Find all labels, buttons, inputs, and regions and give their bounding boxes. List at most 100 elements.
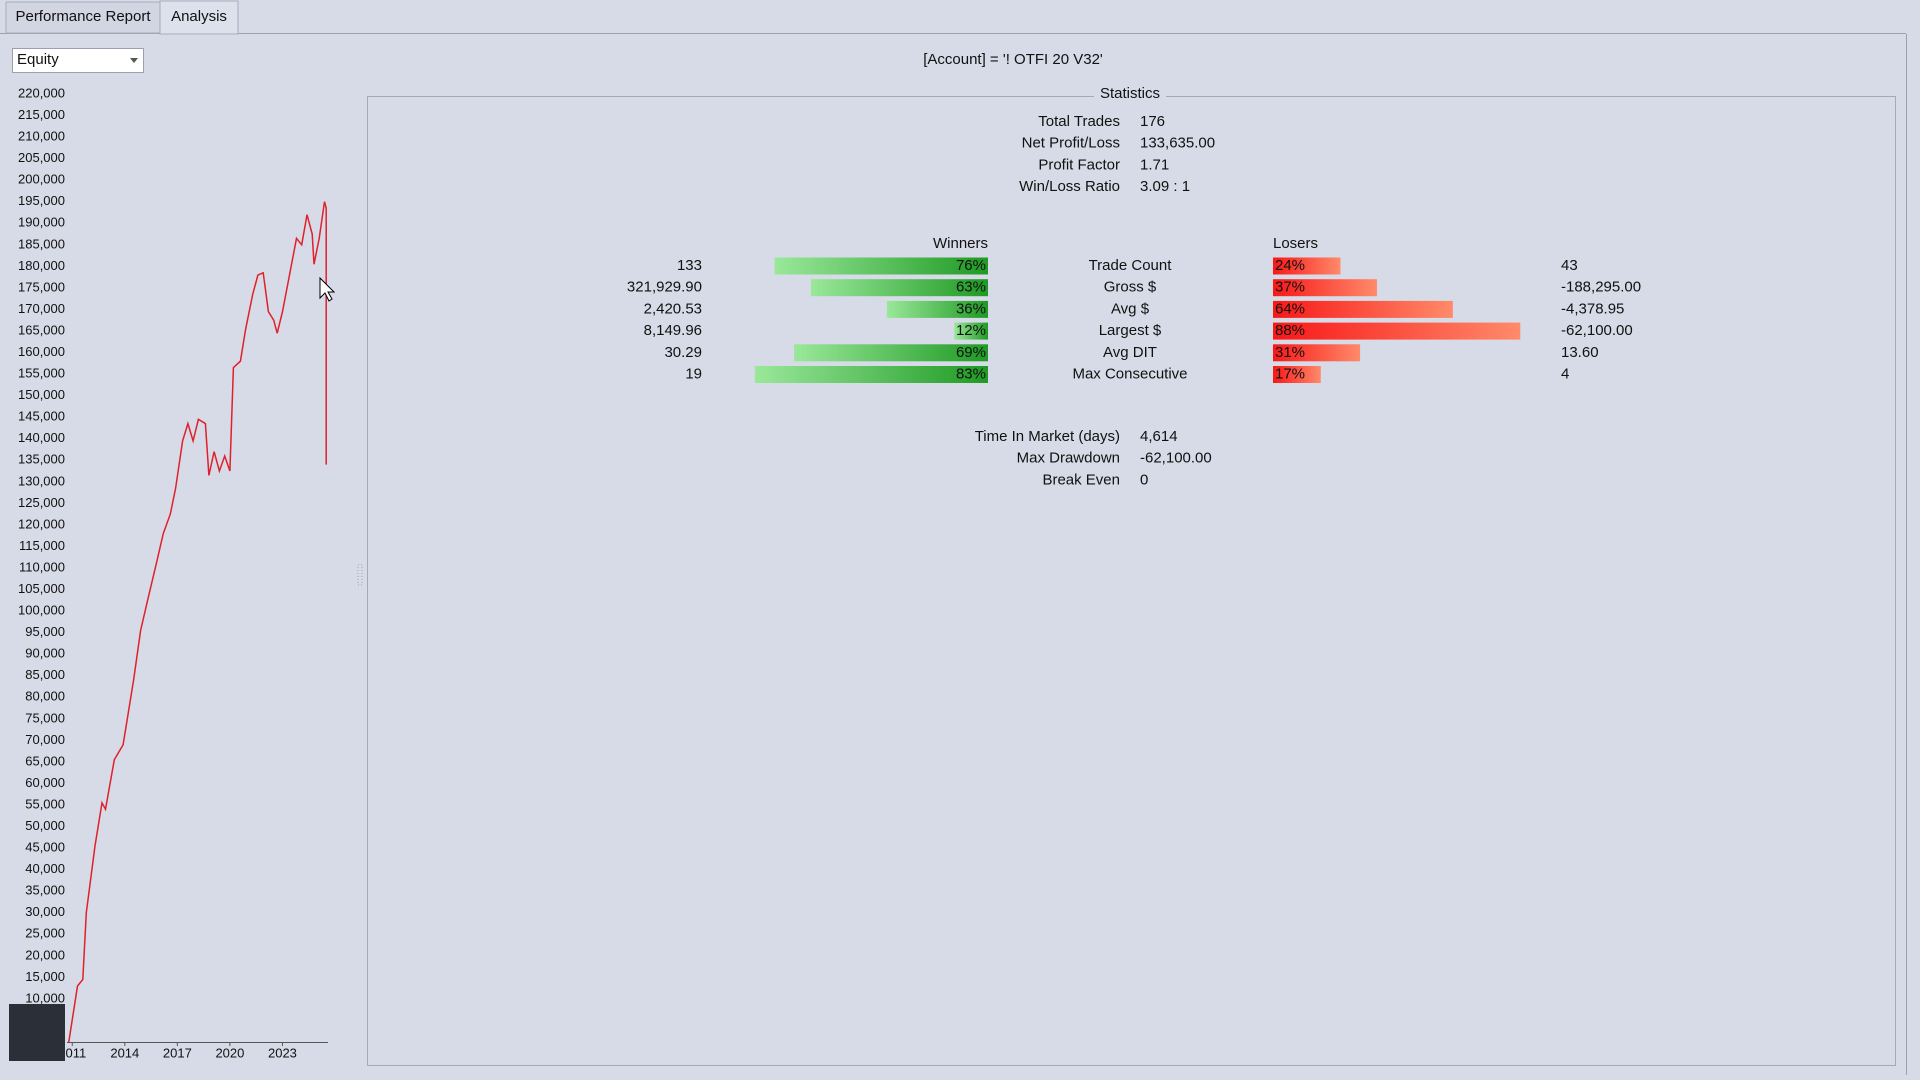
group-title: Statistics: [1100, 85, 1160, 102]
tab-label[interactable]: Analysis: [171, 8, 227, 25]
row-label: Gross $: [1104, 279, 1157, 296]
winner-bar: [954, 322, 988, 340]
y-tick-label: 75,000: [25, 710, 65, 725]
winner-pct: 36%: [956, 300, 986, 317]
y-tick-label: 110,000: [19, 559, 65, 574]
loser-value: 13.60: [1561, 344, 1599, 361]
summary-value: 133,635.00: [1140, 135, 1215, 152]
x-tick-label: 2023: [268, 1045, 297, 1060]
y-tick-label: 60,000: [25, 775, 65, 790]
y-tick-label: 95,000: [25, 624, 65, 639]
footer-label: Time In Market (days): [975, 428, 1120, 445]
y-tick-label: 35,000: [25, 883, 65, 898]
summary-label: Win/Loss Ratio: [1019, 178, 1120, 195]
winner-pct: 83%: [956, 365, 986, 382]
summary-label: Net Profit/Loss: [1022, 135, 1120, 152]
y-tick-label: 85,000: [25, 667, 65, 682]
loser-bar: [1273, 257, 1341, 275]
overlay-thumbnail: [9, 1004, 65, 1061]
dropdown-arrow[interactable]: [130, 58, 138, 63]
loser-bar: [1273, 344, 1361, 362]
loser-bar: [1273, 279, 1377, 297]
y-tick-label: 165,000: [18, 322, 65, 337]
y-tick-label: 125,000: [18, 495, 65, 510]
y-tick-label: 10,000: [25, 990, 65, 1005]
loser-pct: 31%: [1275, 344, 1305, 361]
y-tick-label: 45,000: [25, 840, 65, 855]
y-tick-label: 50,000: [25, 818, 65, 833]
footer-value: 0: [1140, 471, 1148, 488]
equity-line: [68, 201, 327, 1043]
y-tick-label: 55,000: [25, 796, 65, 811]
y-tick-label: 145,000: [18, 409, 65, 424]
row-label: Trade Count: [1089, 257, 1173, 274]
loser-value: -4,378.95: [1561, 300, 1624, 317]
loser-value: -188,295.00: [1561, 279, 1641, 296]
footer-label: Max Drawdown: [1017, 450, 1120, 467]
loser-value: 43: [1561, 257, 1578, 274]
mouse-cursor: [319, 276, 336, 302]
y-tick-label: 70,000: [25, 732, 65, 747]
row-label: Max Consecutive: [1072, 365, 1187, 382]
winner-bar: [754, 366, 988, 383]
summary-value: 1.71: [1140, 156, 1169, 173]
statistics: Total Trades 176 Net Profit/Loss 133,635.00…: [627, 113, 1641, 488]
row-label: Avg $: [1111, 300, 1150, 317]
winner-pct: 76%: [956, 257, 986, 274]
footer-label: Break Even: [1042, 471, 1120, 488]
tab-active[interactable]: [159, 0, 239, 35]
x-tick-label: 2017: [163, 1045, 192, 1060]
tab-label[interactable]: Performance Report: [15, 8, 151, 25]
footer-value: -62,100.00: [1140, 450, 1212, 467]
y-tick-label: 200,000: [18, 172, 65, 187]
y-tick-label: 15,000: [25, 969, 65, 984]
y-tick-label: 220,000: [18, 85, 65, 100]
summary-label: Profit Factor: [1038, 156, 1120, 173]
y-tick-label: 25,000: [25, 926, 65, 941]
winner-bar: [886, 300, 988, 318]
y-tick-label: 205,000: [18, 150, 65, 165]
y-tick-label: 40,000: [25, 861, 65, 876]
y-tick-label: 185,000: [18, 236, 65, 251]
y-tick-label: 140,000: [18, 430, 65, 445]
x-tick-label: 2011: [58, 1045, 86, 1060]
winner-pct: 63%: [956, 279, 986, 296]
summary-value: 3.09 : 1: [1140, 178, 1190, 195]
y-tick-label: 155,000: [18, 366, 65, 381]
y-tick-label: 105,000: [18, 581, 65, 596]
loser-pct: 24%: [1275, 257, 1305, 274]
winner-bar: [774, 257, 988, 275]
y-tick-label: 180,000: [18, 258, 65, 273]
row-label: Avg DIT: [1103, 344, 1157, 361]
summary-value: 176: [1140, 113, 1165, 130]
loser-pct: 64%: [1275, 300, 1305, 317]
winner-bar: [810, 279, 988, 297]
winner-value: 19: [685, 365, 702, 382]
filter-text: [Account] = '! OTFI 20 V32': [923, 51, 1103, 68]
dropdown[interactable]: [12, 48, 144, 73]
winner-value: 30.29: [664, 344, 702, 361]
winner-value: 8,149.96: [644, 322, 702, 339]
y-tick-label: 90,000: [25, 646, 65, 661]
group-title-bg: [1094, 86, 1166, 104]
losers-header: Losers: [1273, 235, 1318, 252]
y-tick-label: 150,000: [18, 387, 65, 402]
y-tick-label: 30,000: [25, 904, 65, 919]
winner-value: 133: [677, 257, 702, 274]
x-tick-label: 2014: [110, 1045, 139, 1060]
y-tick-label: 195,000: [18, 193, 65, 208]
dropdown-value[interactable]: Equity: [17, 51, 59, 68]
y-tick-label: 130,000: [18, 473, 65, 488]
y-tick-label: 100,000: [18, 603, 65, 618]
equity-chart: 10,000 15,000 20,000 25,000 30,000 35,000 40,0…: [18, 85, 336, 1060]
loser-pct: 88%: [1275, 322, 1305, 339]
loser-value: -62,100.00: [1561, 322, 1633, 339]
winners-header: Winners: [933, 235, 988, 252]
row-label: Largest $: [1099, 322, 1162, 339]
loser-value: 4: [1561, 365, 1569, 382]
y-tick-label: 175,000: [18, 279, 65, 294]
y-tick-label: 65,000: [25, 753, 65, 768]
winner-value: 2,420.53: [644, 300, 702, 317]
